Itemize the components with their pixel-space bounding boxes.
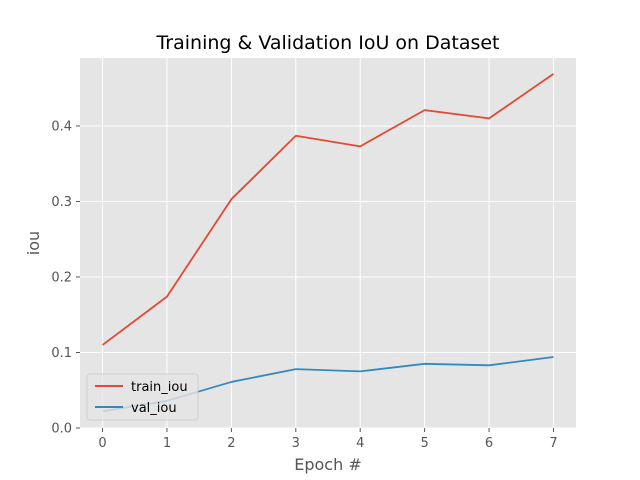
x-tick-label: 5 (420, 436, 428, 451)
y-axis-label: iou (24, 231, 43, 255)
x-tick-label: 0 (98, 436, 106, 451)
x-axis-ticks: 0 1 2 3 4 5 6 7 (98, 428, 558, 451)
y-tick-label: 0.0 (51, 422, 72, 437)
legend: train_iou val_iou (86, 373, 199, 421)
grid-lines (80, 58, 576, 429)
y-axis-ticks: 0.0 0.1 0.2 0.3 0.4 (51, 119, 80, 437)
x-axis-label: Epoch # (294, 455, 361, 474)
legend-label-val-iou: val_iou (131, 401, 177, 416)
legend-label-train-iou: train_iou (131, 380, 188, 395)
plot-background (80, 58, 576, 428)
y-tick-label: 0.1 (51, 346, 72, 361)
chart-title: Training & Validation IoU on Dataset (155, 32, 499, 54)
y-tick-label: 0.4 (51, 119, 72, 134)
x-tick-label: 6 (485, 436, 493, 451)
y-tick-label: 0.3 (51, 195, 72, 210)
x-tick-label: 3 (292, 436, 300, 451)
x-tick-label: 4 (356, 436, 364, 451)
x-tick-label: 7 (549, 436, 557, 451)
x-tick-label: 2 (227, 436, 235, 451)
x-tick-label: 1 (163, 436, 171, 451)
y-tick-label: 0.2 (51, 270, 72, 285)
series-line-train-iou (102, 73, 554, 346)
